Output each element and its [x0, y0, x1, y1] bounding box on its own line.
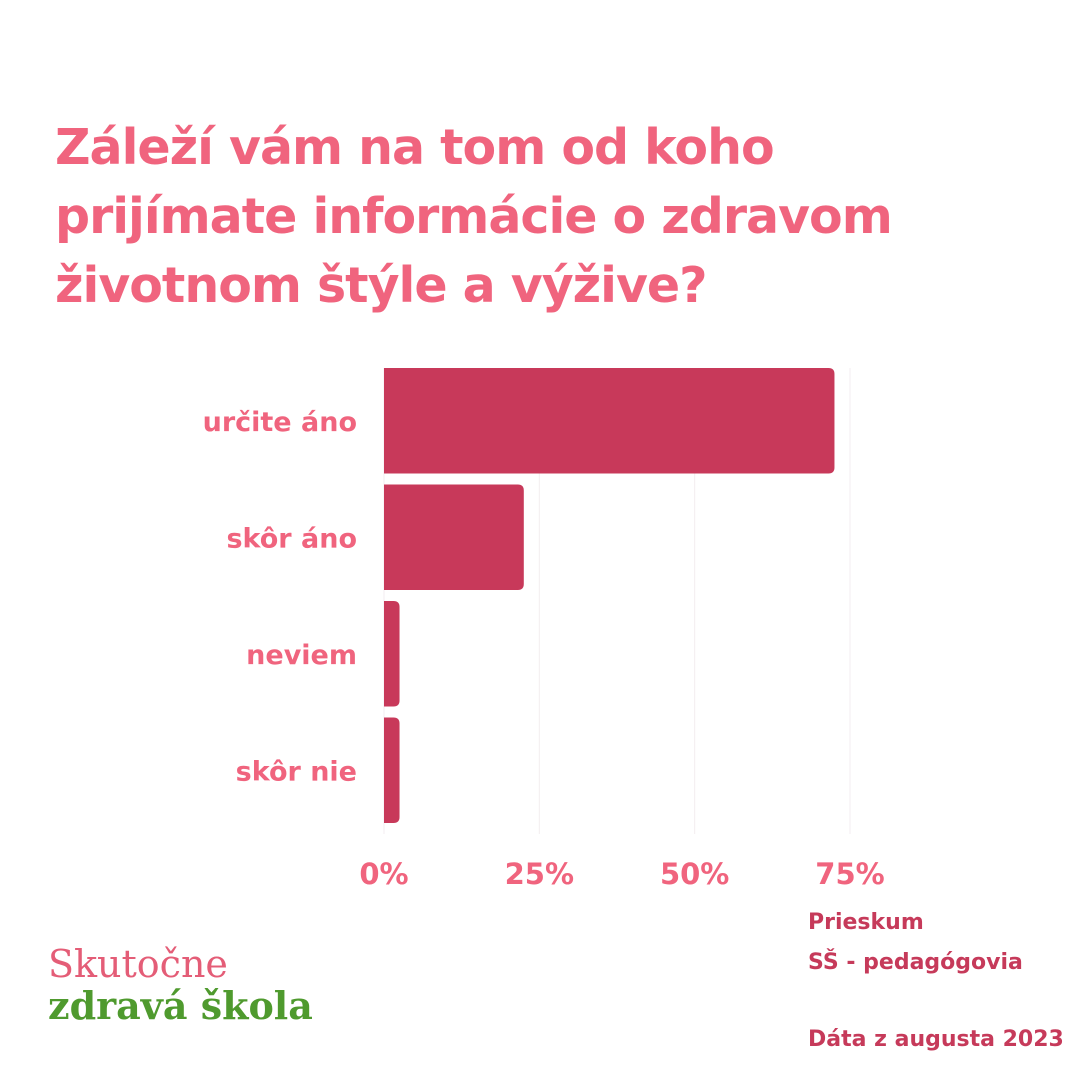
category-label: skôr áno: [226, 523, 357, 554]
x-tick-label: 75%: [815, 857, 884, 891]
page-title: Záleží vám na tom od koho prijímate info…: [55, 113, 1055, 320]
data-date: Dáta z augusta 2023: [808, 1027, 1064, 1052]
x-tick-label: 25%: [505, 857, 574, 891]
x-tick-label: 50%: [660, 857, 729, 891]
x-tick-label: 0%: [359, 857, 408, 891]
category-label: určite áno: [203, 407, 357, 438]
category-label: neviem: [246, 640, 357, 671]
bar: [384, 484, 524, 590]
bar: [384, 601, 400, 707]
title-line-2: prijímate informácie o zdravom: [55, 188, 893, 245]
category-label: skôr nie: [236, 756, 357, 787]
brand-logo: Skutočne zdravá škola: [48, 943, 313, 1027]
bar: [384, 368, 835, 474]
title-line-3: životnom štýle a výžive?: [55, 257, 708, 314]
logo-line-1: Skutočne: [48, 942, 228, 986]
bar: [384, 717, 400, 823]
title-line-1: Záleží vám na tom od koho: [55, 119, 775, 176]
survey-group: SŠ - pedagógovia: [808, 950, 1023, 975]
logo-line-2: zdravá škola: [48, 983, 313, 1028]
survey-label: Prieskum: [808, 910, 924, 935]
